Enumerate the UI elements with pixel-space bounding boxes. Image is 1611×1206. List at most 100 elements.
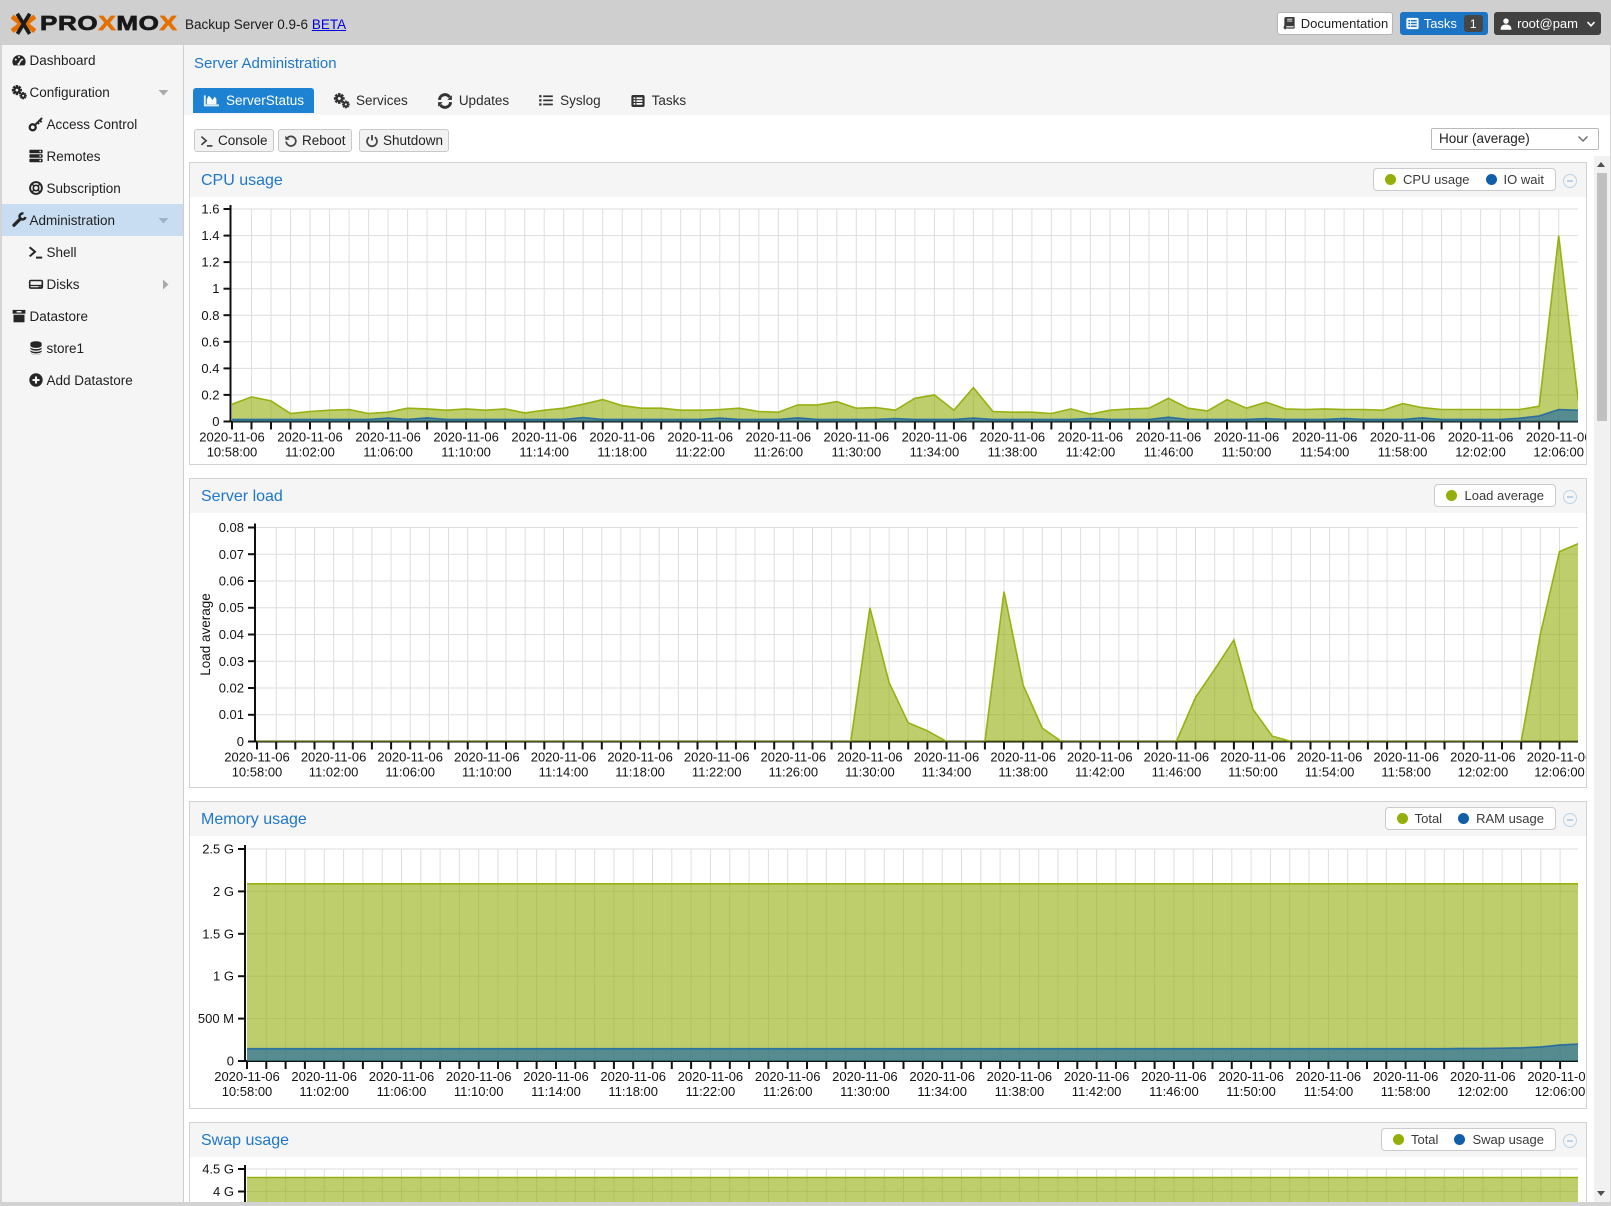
svg-text:11:02:00: 11:02:00 — [285, 445, 335, 460]
svg-text:0.6: 0.6 — [201, 334, 219, 349]
svg-text:12:02:00: 12:02:00 — [1457, 1084, 1508, 1099]
svg-text:11:30:00: 11:30:00 — [845, 765, 895, 780]
svg-text:1.4: 1.4 — [201, 228, 219, 243]
svg-text:11:10:00: 11:10:00 — [462, 765, 512, 780]
svg-text:11:38:00: 11:38:00 — [998, 765, 1048, 780]
svg-text:2020-11-06: 2020-11-06 — [589, 430, 655, 445]
svg-text:2020-11-06: 2020-11-06 — [684, 750, 750, 765]
svg-text:2020-11-06: 2020-11-06 — [1144, 750, 1210, 765]
svg-text:11:10:00: 11:10:00 — [441, 445, 491, 460]
svg-text:1.6: 1.6 — [201, 202, 219, 217]
svg-text:2020-11-06: 2020-11-06 — [909, 1069, 975, 1084]
svg-text:0.4: 0.4 — [201, 361, 219, 376]
svg-text:2020-11-06: 2020-11-06 — [1450, 1069, 1516, 1084]
svg-text:11:22:00: 11:22:00 — [686, 1084, 736, 1099]
svg-text:12:06:00: 12:06:00 — [1533, 445, 1584, 460]
svg-text:2020-11-06: 2020-11-06 — [1136, 430, 1202, 445]
svg-text:2020-11-06: 2020-11-06 — [531, 750, 597, 765]
svg-text:2020-11-06: 2020-11-06 — [746, 430, 812, 445]
svg-text:11:46:00: 11:46:00 — [1144, 445, 1194, 460]
svg-text:2020-11-06: 2020-11-06 — [902, 430, 968, 445]
svg-text:2020-11-06: 2020-11-06 — [678, 1069, 744, 1084]
svg-text:10:58:00: 10:58:00 — [232, 765, 283, 780]
svg-text:0.05: 0.05 — [219, 600, 244, 615]
svg-text:12:06:00: 12:06:00 — [1534, 765, 1585, 780]
svg-text:1: 1 — [212, 281, 219, 296]
svg-text:4 G: 4 G — [213, 1184, 234, 1199]
svg-text:11:46:00: 11:46:00 — [1152, 765, 1202, 780]
svg-text:2020-11-06: 2020-11-06 — [1373, 750, 1439, 765]
svg-text:2020-11-06: 2020-11-06 — [224, 750, 290, 765]
svg-text:0.07: 0.07 — [219, 547, 244, 562]
svg-text:2020-11-06: 2020-11-06 — [1220, 750, 1286, 765]
svg-text:2020-11-06: 2020-11-06 — [1214, 430, 1280, 445]
svg-text:11:42:00: 11:42:00 — [1066, 445, 1116, 460]
svg-text:2020-11-06: 2020-11-06 — [1370, 430, 1436, 445]
svg-text:2 G: 2 G — [213, 884, 234, 899]
svg-text:1.5 G: 1.5 G — [202, 926, 234, 941]
svg-text:2020-11-06: 2020-11-06 — [837, 750, 903, 765]
svg-text:11:22:00: 11:22:00 — [675, 445, 725, 460]
svg-text:2.5 G: 2.5 G — [202, 842, 234, 857]
svg-text:2020-11-06: 2020-11-06 — [1448, 430, 1514, 445]
svg-text:11:10:00: 11:10:00 — [454, 1084, 504, 1099]
svg-text:1.2: 1.2 — [201, 255, 219, 270]
svg-text:2020-11-06: 2020-11-06 — [523, 1069, 589, 1084]
svg-text:2020-11-06: 2020-11-06 — [1526, 430, 1586, 445]
svg-text:11:58:00: 11:58:00 — [1381, 765, 1431, 780]
svg-text:11:26:00: 11:26:00 — [768, 765, 818, 780]
svg-text:2020-11-06: 2020-11-06 — [1141, 1069, 1207, 1084]
svg-text:0.06: 0.06 — [219, 574, 244, 589]
svg-text:2020-11-06: 2020-11-06 — [1064, 1069, 1130, 1084]
svg-text:11:58:00: 11:58:00 — [1378, 445, 1428, 460]
svg-text:2020-11-06: 2020-11-06 — [1527, 750, 1586, 765]
svg-text:10:58:00: 10:58:00 — [222, 1084, 273, 1099]
svg-text:11:02:00: 11:02:00 — [309, 765, 359, 780]
svg-text:2020-11-06: 2020-11-06 — [214, 1069, 280, 1084]
svg-text:2020-11-06: 2020-11-06 — [301, 750, 367, 765]
svg-text:11:18:00: 11:18:00 — [615, 765, 665, 780]
svg-text:0.01: 0.01 — [219, 707, 244, 722]
svg-text:2020-11-06: 2020-11-06 — [446, 1069, 512, 1084]
svg-text:11:50:00: 11:50:00 — [1226, 1084, 1276, 1099]
svg-text:11:34:00: 11:34:00 — [922, 765, 972, 780]
svg-text:11:46:00: 11:46:00 — [1149, 1084, 1199, 1099]
svg-text:11:54:00: 11:54:00 — [1304, 1084, 1354, 1099]
svg-text:2020-11-06: 2020-11-06 — [987, 1069, 1053, 1084]
svg-text:2020-11-06: 2020-11-06 — [433, 430, 499, 445]
svg-text:11:34:00: 11:34:00 — [910, 445, 960, 460]
svg-text:0.8: 0.8 — [201, 308, 219, 323]
svg-text:0: 0 — [227, 1054, 234, 1069]
svg-text:2020-11-06: 2020-11-06 — [607, 750, 673, 765]
svg-text:2020-11-06: 2020-11-06 — [755, 1069, 821, 1084]
svg-text:500 M: 500 M — [198, 1011, 234, 1026]
svg-text:2020-11-06: 2020-11-06 — [355, 430, 421, 445]
svg-text:2020-11-06: 2020-11-06 — [454, 750, 520, 765]
svg-text:2020-11-06: 2020-11-06 — [667, 430, 733, 445]
svg-text:11:38:00: 11:38:00 — [995, 1084, 1045, 1099]
svg-text:11:14:00: 11:14:00 — [539, 765, 589, 780]
svg-text:2020-11-06: 2020-11-06 — [600, 1069, 666, 1084]
svg-text:2020-11-06: 2020-11-06 — [1292, 430, 1358, 445]
svg-text:2020-11-06: 2020-11-06 — [1297, 750, 1363, 765]
svg-text:2020-11-06: 2020-11-06 — [1058, 430, 1124, 445]
svg-text:0: 0 — [237, 734, 244, 749]
svg-text:11:42:00: 11:42:00 — [1072, 1084, 1122, 1099]
svg-text:2020-11-06: 2020-11-06 — [1067, 750, 1133, 765]
svg-text:0.08: 0.08 — [219, 520, 244, 535]
svg-text:12:02:00: 12:02:00 — [1458, 765, 1509, 780]
svg-text:11:22:00: 11:22:00 — [692, 765, 742, 780]
svg-text:11:42:00: 11:42:00 — [1075, 765, 1125, 780]
svg-text:11:18:00: 11:18:00 — [608, 1084, 658, 1099]
svg-text:0.2: 0.2 — [201, 387, 219, 402]
svg-text:Load average: Load average — [198, 593, 213, 676]
svg-text:2020-11-06: 2020-11-06 — [1373, 1069, 1439, 1084]
svg-text:11:02:00: 11:02:00 — [299, 1084, 349, 1099]
svg-text:2020-11-06: 2020-11-06 — [832, 1069, 898, 1084]
svg-text:11:14:00: 11:14:00 — [519, 445, 569, 460]
svg-text:11:34:00: 11:34:00 — [917, 1084, 967, 1099]
svg-text:2020-11-06: 2020-11-06 — [511, 430, 577, 445]
svg-text:11:54:00: 11:54:00 — [1300, 445, 1350, 460]
svg-text:2020-11-06: 2020-11-06 — [1450, 750, 1516, 765]
svg-text:2020-11-06: 2020-11-06 — [1218, 1069, 1284, 1084]
